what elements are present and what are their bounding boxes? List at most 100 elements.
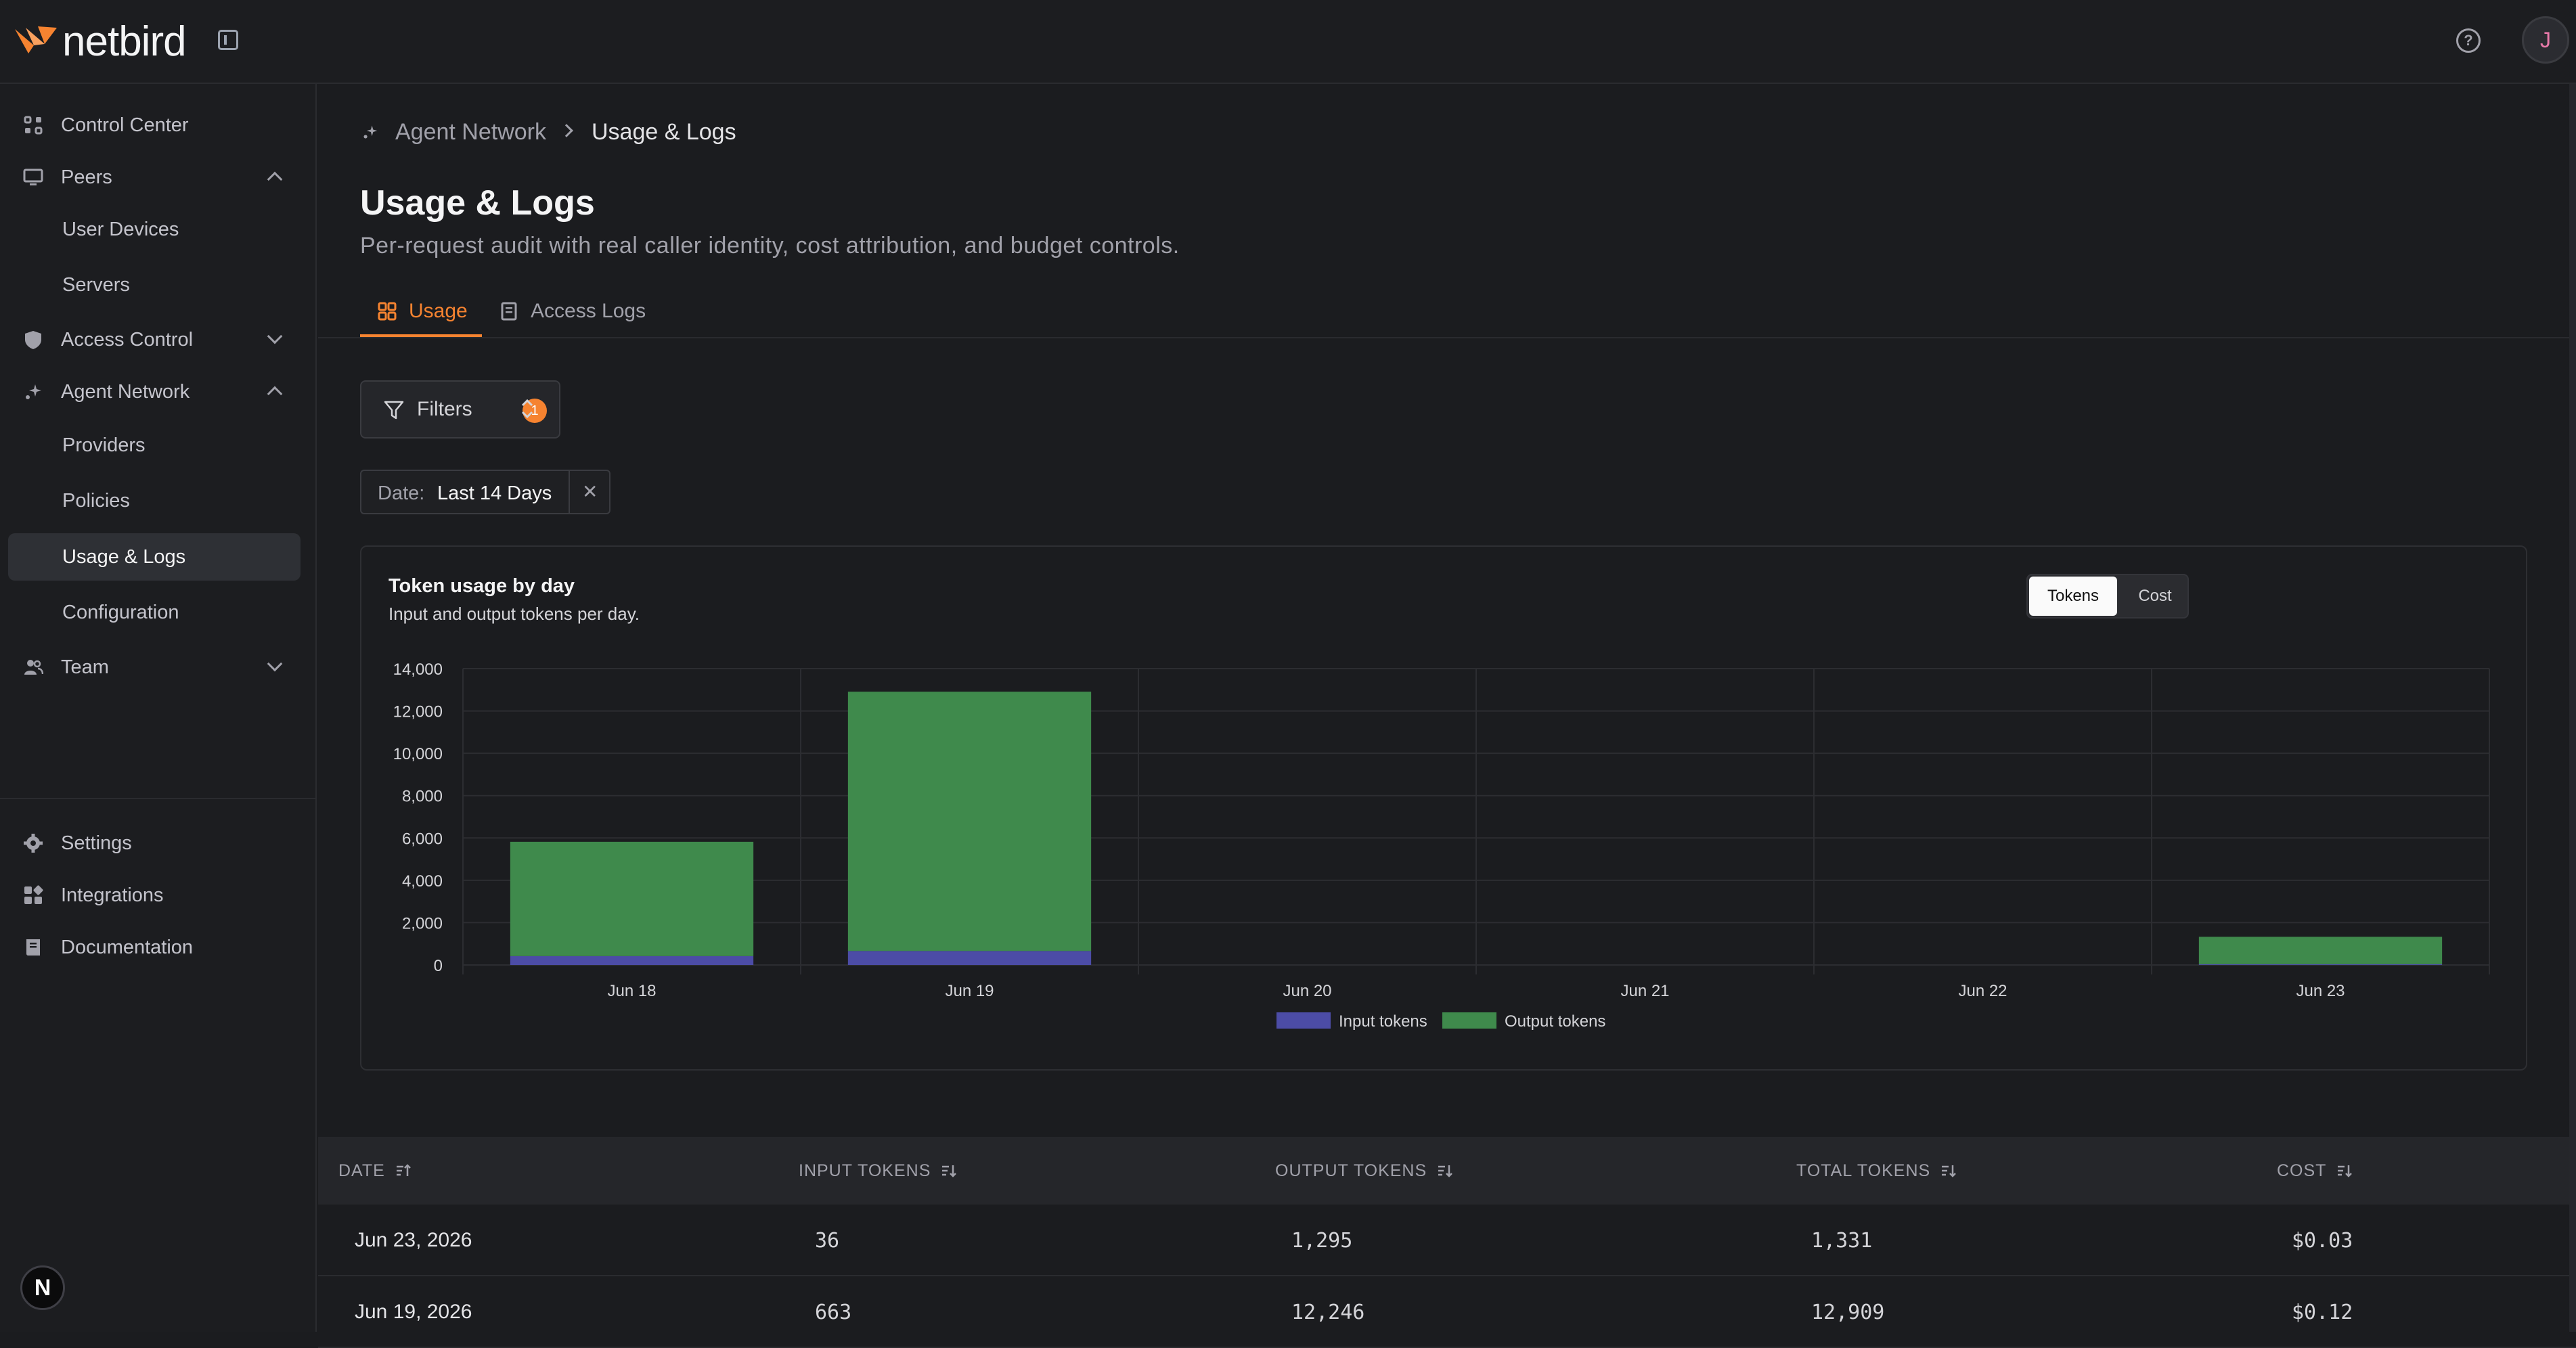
sidebar-toggle-icon[interactable]: [218, 30, 238, 50]
sidebar-item-usage-logs[interactable]: Usage & Logs: [8, 533, 301, 581]
sidebar-item-configuration[interactable]: Configuration: [8, 589, 301, 636]
chevron-up-icon: [267, 386, 283, 402]
bar-output-tokens: [847, 692, 1092, 951]
legend-swatch: [1276, 1012, 1331, 1029]
sidebar-item-access-control[interactable]: Access Control: [8, 316, 301, 363]
x-tick-label: Jun 20: [1283, 982, 1331, 1000]
sort-icon: [942, 1165, 957, 1177]
bar-output-tokens: [510, 841, 754, 956]
cell-output-tokens: 12,246: [1291, 1301, 1365, 1324]
sidebar-item-label: Peers: [61, 166, 112, 188]
chart-title: Token usage by day: [388, 575, 575, 597]
sidebar-item-settings[interactable]: Settings: [8, 819, 301, 867]
sidebar-item-label: Team: [61, 656, 109, 678]
active-tab-indicator: [360, 334, 482, 337]
chevron-up-down-icon: [521, 399, 533, 419]
filters-button[interactable]: Filters 1: [360, 380, 560, 439]
sidebar-item-label: Settings: [61, 832, 132, 854]
cell-total-tokens: 1,331: [1811, 1229, 1873, 1253]
sparkle-icon: [363, 125, 378, 139]
cell-output-tokens: 1,295: [1291, 1229, 1353, 1253]
sidebar: Control Center Peers User Devices Server…: [0, 84, 317, 1332]
sidebar-item-label: Configuration: [62, 601, 179, 623]
netbird-logo[interactable]: netbird: [14, 18, 187, 65]
breadcrumb-current: Usage & Logs: [592, 119, 736, 145]
close-icon[interactable]: ✕: [582, 481, 598, 502]
page-subtitle: Per-request audit with real caller ident…: [360, 233, 1180, 259]
shield-icon: [25, 331, 41, 349]
gear-icon: [24, 834, 43, 853]
tab-usage[interactable]: Usage: [378, 287, 468, 336]
cell-input-tokens: 663: [815, 1301, 852, 1324]
sidebar-item-policies[interactable]: Policies: [8, 477, 301, 524]
brand-name: netbird: [62, 18, 187, 65]
legend-label: Input tokens: [1339, 1012, 1427, 1031]
bar-input-tokens: [2198, 964, 2443, 965]
table-row[interactable]: Jun 23, 2026 36 1,295 1,331 $0.03: [318, 1205, 2576, 1276]
column-header-total-tokens[interactable]: TOTAL TOKENS: [1796, 1161, 1957, 1181]
chip-divider: [569, 471, 570, 513]
sidebar-item-label: Servers: [62, 273, 130, 296]
sidebar-item-agent-network[interactable]: Agent Network: [8, 368, 301, 415]
x-tick-label: Jun 23: [2296, 982, 2345, 1000]
cell-total-tokens: 12,909: [1811, 1301, 1885, 1324]
sidebar-item-peers[interactable]: Peers: [8, 154, 301, 201]
sort-icon: [2338, 1165, 2353, 1177]
bar-output-tokens: [2198, 937, 2443, 964]
metric-toggle: Tokens Cost: [2026, 574, 2189, 619]
tab-label: Usage: [409, 300, 468, 322]
sidebar-item-documentation[interactable]: Documentation: [8, 924, 301, 971]
sidebar-item-label: Control Center: [61, 114, 189, 136]
y-tick-label: 0: [434, 957, 443, 975]
sidebar-item-servers[interactable]: Servers: [8, 261, 301, 309]
tabs-divider: [318, 337, 2576, 338]
top-bar: netbird ? J: [0, 0, 2576, 84]
x-tick-label: Jun 18: [607, 982, 656, 1000]
y-tick-label: 2,000: [402, 914, 443, 933]
token-usage-chart: 0 2,000 4,000 6,000 8,000 10,000 12,000 14,000 J…: [393, 660, 2490, 1031]
chevron-up-icon: [267, 171, 283, 187]
filters-label: Filters: [417, 398, 472, 420]
avatar[interactable]: J: [2522, 16, 2569, 64]
help-icon[interactable]: ?: [2456, 28, 2481, 53]
integrations-icon: [24, 885, 43, 904]
table-row[interactable]: Jun 19, 2026 663 12,246 12,909 $0.12: [318, 1276, 2576, 1348]
x-tick-label: Jun 22: [1958, 982, 2007, 1000]
column-header-cost[interactable]: COST: [2277, 1161, 2353, 1181]
date-filter-chip[interactable]: Date: Last 14 Days ✕: [360, 470, 610, 514]
cell-cost: $0.12: [2292, 1301, 2353, 1324]
y-tick-label: 6,000: [402, 830, 443, 848]
toggle-tokens-button[interactable]: Tokens: [2029, 577, 2117, 616]
sidebar-item-label: Providers: [62, 434, 146, 456]
y-tick-label: 4,000: [402, 872, 443, 891]
logs-icon: [501, 302, 517, 321]
cell-date: Jun 23, 2026: [355, 1229, 472, 1251]
next-badge[interactable]: N: [20, 1265, 65, 1310]
sidebar-item-team[interactable]: Team: [8, 644, 301, 691]
bar-input-tokens: [847, 951, 1092, 965]
sidebar-item-label: Agent Network: [61, 380, 190, 403]
sort-icon: [396, 1164, 411, 1176]
sort-icon: [1942, 1165, 1957, 1177]
book-icon: [26, 939, 40, 956]
chevron-down-icon: [267, 328, 283, 344]
toggle-cost-button[interactable]: Cost: [2138, 587, 2172, 605]
tab-label: Access Logs: [531, 300, 646, 322]
cell-input-tokens: 36: [815, 1229, 840, 1253]
column-header-date[interactable]: DATE: [338, 1161, 412, 1181]
control-center-icon: [24, 116, 43, 135]
scrollbar[interactable]: [2569, 84, 2576, 1332]
column-header-input-tokens[interactable]: INPUT TOKENS: [799, 1161, 958, 1181]
sparkle-icon: [26, 384, 41, 399]
chevron-down-icon: [267, 656, 283, 672]
breadcrumb-agent-network[interactable]: Agent Network: [395, 119, 546, 145]
chart-subtitle: Input and output tokens per day.: [388, 604, 640, 624]
sidebar-item-user-devices[interactable]: User Devices: [8, 206, 301, 253]
sidebar-item-providers[interactable]: Providers: [8, 422, 301, 469]
sidebar-item-label: Policies: [62, 489, 130, 512]
sidebar-item-integrations[interactable]: Integrations: [8, 872, 301, 919]
filter-icon: [384, 401, 404, 420]
column-header-output-tokens[interactable]: OUTPUT TOKENS: [1275, 1161, 1454, 1181]
tab-access-logs[interactable]: Access Logs: [499, 287, 646, 336]
sidebar-item-control-center[interactable]: Control Center: [8, 102, 301, 149]
